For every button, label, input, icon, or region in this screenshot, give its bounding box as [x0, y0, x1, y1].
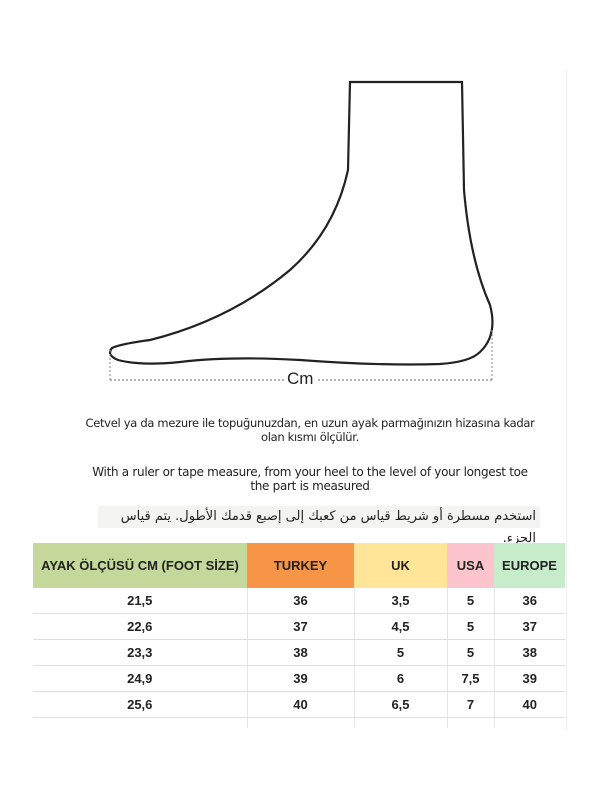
foot-shape — [108, 80, 494, 366]
table-row: 24,9 39 6 7,5 39 — [33, 665, 565, 692]
empty-cell — [33, 717, 248, 728]
turkish-instruction: Cetvel ya da mezure ile topuğunuzdan, en… — [60, 416, 560, 444]
table-cell: 25,6 — [33, 691, 248, 718]
page-edge-line — [566, 70, 567, 730]
table-cell: 36 — [247, 588, 355, 614]
column-header: AYAK ÖLÇÜSÜ CM (FOOT SİZE) — [33, 543, 247, 588]
table-cell: 39 — [247, 665, 355, 692]
turkish-line-1: Cetvel ya da mezure ile topuğunuzdan, en… — [85, 416, 535, 430]
table-cell: 24,9 — [33, 665, 248, 692]
table-cell: 5 — [447, 613, 495, 640]
empty-row — [33, 717, 565, 729]
table-cell: 6 — [354, 665, 448, 692]
table-cell: 5 — [354, 639, 448, 666]
table-cell: 21,5 — [33, 588, 248, 614]
table-cell: 4,5 — [354, 613, 448, 640]
table-cell: 23,3 — [33, 639, 248, 666]
measure-label: Cm — [284, 369, 317, 389]
table-row: 22,6 37 4,5 5 37 — [33, 613, 565, 640]
table-cell: 6,5 — [354, 691, 448, 718]
table-row: 21,5 36 3,5 5 36 — [33, 588, 565, 614]
size-chart-table: AYAK ÖLÇÜSÜ CM (FOOT SİZE) TURKEY UK USA EUR… — [33, 543, 565, 728]
table-cell: 36 — [494, 588, 565, 614]
table-cell: 37 — [494, 613, 565, 640]
table-cell: 38 — [494, 639, 565, 666]
table-cell: 5 — [447, 639, 495, 666]
table-cell: 37 — [247, 613, 355, 640]
empty-cell — [247, 717, 355, 728]
turkish-line-2: olan kısmı ölçülür. — [260, 430, 360, 444]
english-instruction: With a ruler or tape measure, from your … — [60, 465, 560, 493]
column-header: TURKEY — [247, 543, 354, 588]
table-cell: 22,6 — [33, 613, 248, 640]
column-header: USA — [447, 543, 494, 588]
arabic-instruction: استخدم مسطرة أو شريط قياس من كعبك إلى إص… — [98, 506, 540, 546]
table-cell: 40 — [247, 691, 355, 718]
column-header: UK — [354, 543, 447, 588]
column-header: EUROPE — [494, 543, 565, 588]
table-cell: 38 — [247, 639, 355, 666]
table-row: 23,3 38 5 5 38 — [33, 639, 565, 666]
table-cell: 7 — [447, 691, 495, 718]
english-line-1: With a ruler or tape measure, from your … — [92, 465, 528, 479]
empty-cell — [494, 718, 565, 729]
table-cell: 7,5 — [447, 665, 495, 692]
english-line-2: the part is measured — [250, 479, 370, 493]
table-cell: 39 — [494, 665, 565, 692]
table-cell: 3,5 — [354, 588, 448, 614]
empty-cell — [354, 717, 448, 728]
table-row: 25,6 40 6,5 7 40 — [33, 691, 565, 718]
foot-outline-illustration — [108, 80, 494, 382]
table-cell: 40 — [494, 691, 565, 718]
empty-cell — [447, 717, 495, 728]
table-cell: 5 — [447, 588, 495, 614]
